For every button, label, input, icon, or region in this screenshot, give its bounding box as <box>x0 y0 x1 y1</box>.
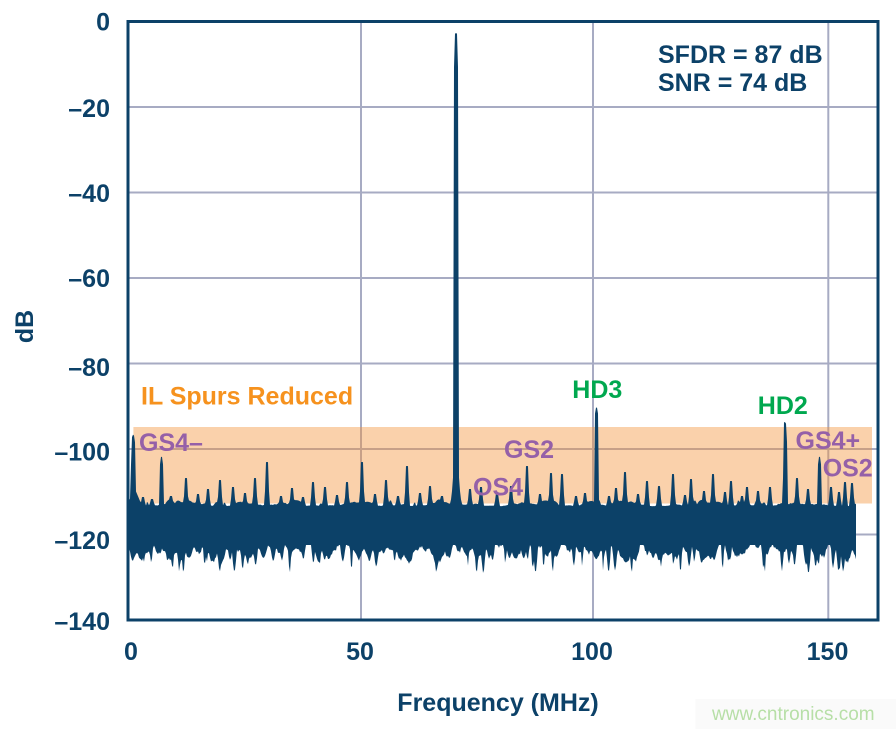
svg-text:HD2: HD2 <box>758 392 808 420</box>
svg-text:IL Spurs Reduced: IL Spurs Reduced <box>141 383 353 411</box>
svg-text:SFDR = 87 dB: SFDR = 87 dB <box>658 41 823 69</box>
svg-text:–80: –80 <box>68 354 110 382</box>
svg-text:150: 150 <box>807 638 849 666</box>
svg-text:–40: –40 <box>68 180 110 208</box>
svg-text:0: 0 <box>96 9 110 37</box>
svg-text:–20: –20 <box>68 95 110 123</box>
svg-text:OS2: OS2 <box>823 455 873 483</box>
svg-text:OS4: OS4 <box>473 474 523 502</box>
svg-text:GS2: GS2 <box>504 436 554 464</box>
svg-text:–100: –100 <box>54 439 110 467</box>
svg-text:SNR = 74 dB: SNR = 74 dB <box>658 69 807 97</box>
svg-text:www.cntronics.com: www.cntronics.com <box>711 704 875 725</box>
svg-text:GS4–: GS4– <box>139 429 203 457</box>
svg-text:–140: –140 <box>54 608 110 636</box>
svg-text:100: 100 <box>571 638 613 666</box>
svg-text:–60: –60 <box>68 265 110 293</box>
svg-text:0: 0 <box>124 638 138 666</box>
svg-text:GS4+: GS4+ <box>796 427 861 455</box>
svg-text:–120: –120 <box>54 527 110 555</box>
svg-text:Frequency (MHz): Frequency (MHz) <box>397 689 598 717</box>
svg-text:HD3: HD3 <box>572 376 622 404</box>
svg-text:50: 50 <box>346 638 374 666</box>
svg-text:dB: dB <box>11 310 39 343</box>
